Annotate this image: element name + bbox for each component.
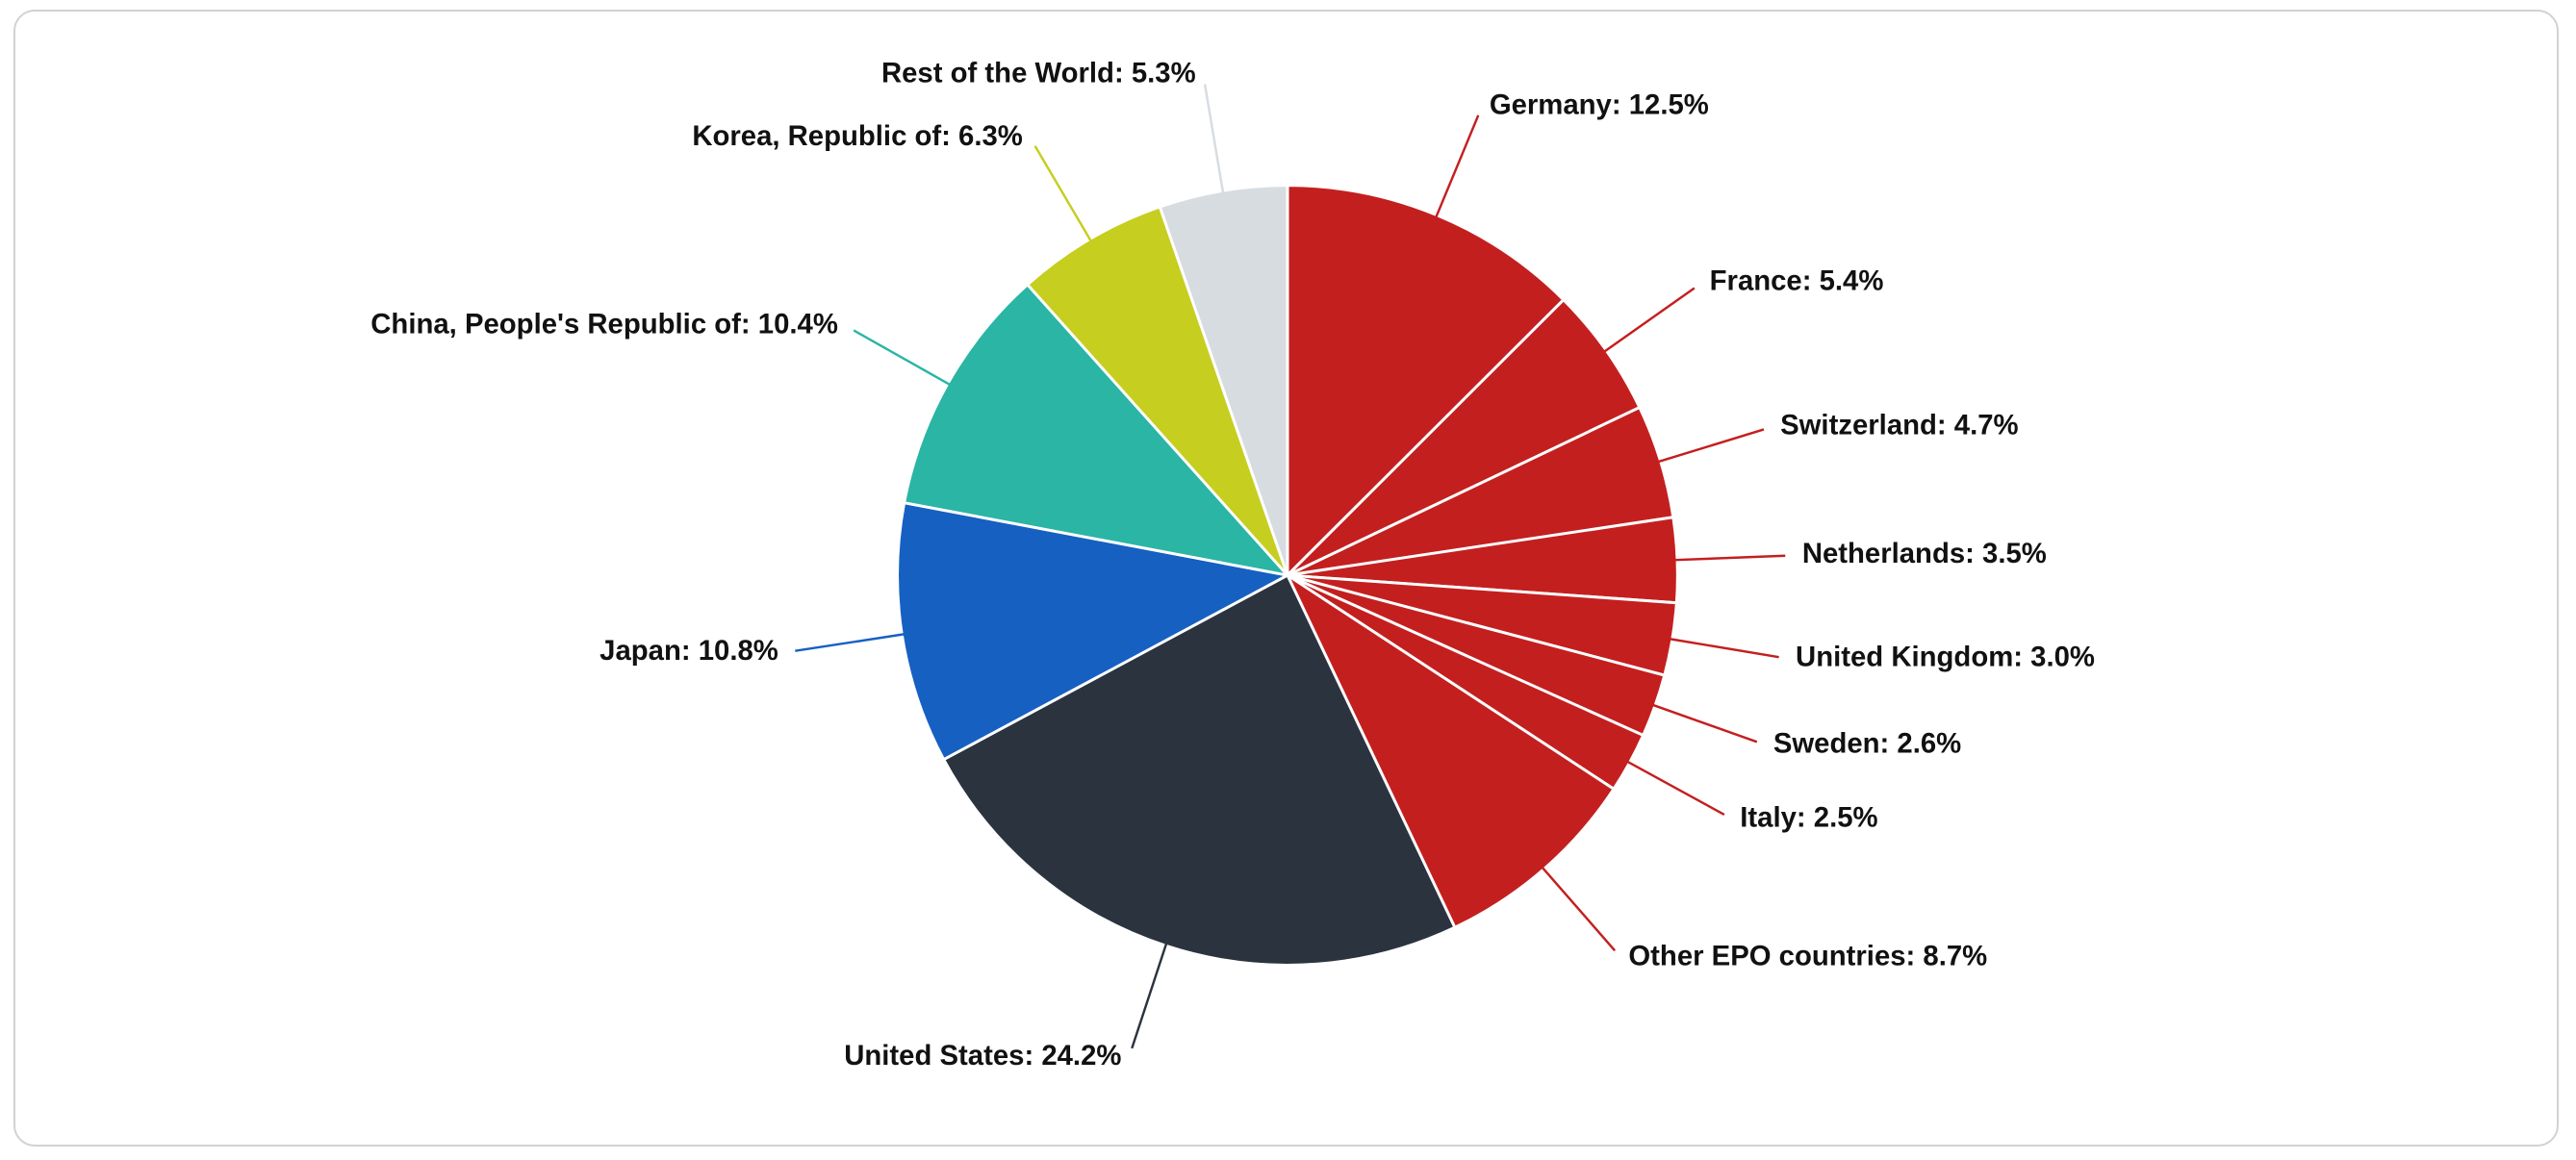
leader-line-sweden: [1652, 703, 1758, 744]
leader-line-france: [1603, 287, 1696, 353]
leader-line-korea-republic-of: [1033, 145, 1092, 241]
leader-line-japan: [795, 633, 905, 652]
leader-line-united-kingdom: [1670, 638, 1779, 659]
slice-label-united-kingdom: United Kingdom: 3.0%: [1796, 641, 2095, 672]
slice-label-sweden: Sweden: 2.6%: [1773, 727, 1961, 759]
leader-line-china-people-s-republic-of: [853, 329, 951, 386]
leader-line-germany: [1435, 114, 1480, 217]
leader-line-other-epo-countries: [1542, 867, 1617, 952]
chart-card: Germany: 12.5% France: 5.4% Switzerland: 4…: [13, 10, 2559, 1147]
slice-label-netherlands: Netherlands: 3.5%: [1802, 538, 2047, 569]
leader-line-rest-of-the-world: [1203, 84, 1225, 193]
slice-label-italy: Italy: 2.5%: [1740, 801, 1877, 833]
slice-label-united-states: United States: 24.2%: [844, 1040, 1121, 1072]
leader-line-netherlands: [1675, 554, 1786, 562]
leader-line-united-states: [1131, 943, 1168, 1049]
pie-chart: Germany: 12.5% France: 5.4% Switzerland: 4…: [370, 58, 2095, 1072]
slice-label-rest-of-the-world: Rest of the World: 5.3%: [881, 58, 1196, 89]
leader-lines-group: [795, 84, 1786, 1049]
slice-label-japan: Japan: 10.8%: [599, 635, 778, 667]
slice-label-china-people-s-republic-of: China, People's Republic of: 10.4%: [370, 308, 838, 340]
slice-label-switzerland: Switzerland: 4.7%: [1780, 409, 2018, 441]
slice-label-korea-republic-of: Korea, Republic of: 6.3%: [692, 120, 1023, 152]
leader-line-italy: [1627, 760, 1725, 817]
leader-line-switzerland: [1658, 428, 1765, 464]
slice-label-germany: Germany: 12.5%: [1490, 89, 1709, 121]
slice-label-france: France: 5.4%: [1710, 265, 1884, 297]
slice-labels-group: Germany: 12.5% France: 5.4% Switzerland: 4…: [370, 58, 2095, 1072]
slice-label-other-epo-countries: Other EPO countries: 8.7%: [1628, 940, 1987, 971]
pie-slices-group: [896, 184, 1679, 967]
